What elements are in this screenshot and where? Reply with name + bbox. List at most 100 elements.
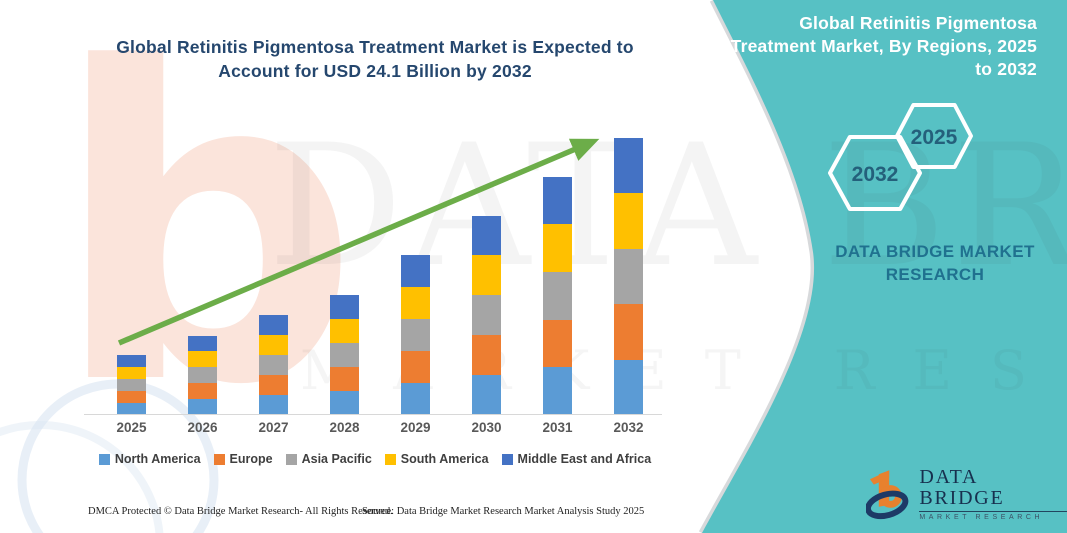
segment-2028	[330, 367, 359, 391]
segment-2032	[614, 193, 643, 249]
segment-2032	[614, 304, 643, 360]
segment-2027	[259, 315, 288, 335]
x-tick-2031: 2031	[542, 420, 573, 435]
segment-2026	[188, 351, 217, 368]
segment-2032	[614, 248, 643, 304]
dmca-text: DMCA Protected © Data Bridge Market Rese…	[88, 506, 393, 517]
hexagon-2032	[828, 135, 922, 211]
segment-2031	[543, 224, 572, 272]
bar-slot	[238, 127, 309, 415]
legend-label: Middle East and Africa	[517, 452, 652, 466]
segment-2026	[188, 383, 217, 400]
segment-2029	[401, 255, 430, 287]
segment-2029	[401, 319, 430, 351]
x-tick-2026: 2026	[187, 420, 218, 435]
logo-name: DATA BRIDGE	[919, 466, 1005, 509]
bar-slot	[522, 127, 593, 415]
brand-line2: RESEARCH	[885, 264, 985, 284]
x-tick-2028: 2028	[329, 420, 360, 435]
x-tick-2027: 2027	[258, 420, 289, 435]
segment-2027	[259, 395, 288, 415]
segment-2030	[472, 215, 501, 256]
hexagon-2032-label: 2032	[852, 163, 899, 186]
segment-2032	[614, 359, 643, 415]
bar-slot	[309, 127, 380, 415]
segment-2027	[259, 335, 288, 355]
segment-2030	[472, 335, 501, 376]
source-text: Source: Data Bridge Market Research Mark…	[362, 506, 645, 517]
data-bridge-logo: DATA BRIDGE MARKET RESEARCH	[866, 466, 1067, 522]
panel-title: Global Retinitis Pigmentosa Treatment Ma…	[730, 13, 1037, 80]
segment-2029	[401, 287, 430, 319]
chart-title: Global Retinitis Pigmentosa Treatment Ma…	[116, 37, 634, 81]
logo-divider	[919, 511, 1067, 512]
segment-2029	[401, 351, 430, 383]
hexagon-2025-label: 2025	[911, 126, 958, 149]
legend-item: Europe	[213, 452, 273, 466]
hexagon-2025	[895, 103, 973, 169]
segment-2031	[543, 319, 572, 368]
brand-text: DATA BRIDGE MARKET RESEARCH	[805, 241, 1065, 287]
segment-2025	[117, 355, 146, 367]
legend-label: Asia Pacific	[301, 452, 372, 466]
year-hexagons: 2032 2025	[828, 103, 973, 211]
segment-2027	[259, 375, 288, 395]
segment-2025	[117, 403, 146, 415]
x-tick-2029: 2029	[400, 420, 431, 435]
logo-subtitle: MARKET RESEARCH	[919, 514, 1044, 521]
segment-2029	[401, 383, 430, 415]
bar-slot	[451, 127, 522, 415]
legend-item: South America	[384, 452, 489, 466]
bar-slot	[167, 127, 238, 415]
panel-shape	[702, 0, 1067, 533]
legend-label: Europe	[229, 452, 273, 466]
segment-2026	[188, 399, 217, 415]
bar-slot	[96, 127, 167, 415]
segment-2030	[472, 375, 501, 415]
legend-item: Middle East and Africa	[501, 452, 652, 466]
segment-2028	[330, 295, 359, 319]
brand-line1: DATA BRIDGE MARKET	[835, 242, 1035, 261]
legend-swatch	[384, 453, 396, 465]
legend-swatch	[501, 453, 513, 465]
segment-2026	[188, 335, 217, 352]
segment-2025	[117, 379, 146, 391]
stacked-bar-2028	[330, 295, 359, 415]
segment-2025	[117, 391, 146, 403]
x-tick-2025: 2025	[116, 420, 147, 435]
legend-swatch	[285, 453, 297, 465]
legend: North America Europe Asia Pacific South Ame…	[85, 452, 665, 466]
stacked-bar-2025	[117, 355, 146, 415]
x-tick-2030: 2030	[471, 420, 502, 435]
legend-item: Asia Pacific	[285, 452, 372, 466]
segment-2025	[117, 367, 146, 379]
data-bridge-logo-icon	[866, 470, 909, 520]
stacked-bar-2027	[259, 315, 288, 415]
segment-2026	[188, 367, 217, 384]
stacked-bar-2032	[614, 137, 643, 415]
segment-2031	[543, 271, 572, 320]
segment-2032	[614, 137, 643, 193]
stacked-bar-2030	[472, 215, 501, 415]
segment-2028	[330, 343, 359, 367]
x-tick-2032: 2032	[613, 420, 644, 435]
legend-label: North America	[114, 452, 201, 466]
legend-item: North America	[98, 452, 201, 466]
stacked-bar-2026	[188, 335, 217, 415]
x-axis-labels: 2025 2026 2027 2028 2029 2030 2031 2032	[96, 420, 664, 435]
segment-2027	[259, 355, 288, 375]
bar-group	[96, 127, 664, 415]
bar-slot	[593, 127, 664, 415]
stacked-bar-2031	[543, 176, 572, 415]
stacked-bar-2029	[401, 255, 430, 415]
segment-2030	[472, 295, 501, 336]
x-axis-line	[84, 414, 662, 415]
legend-swatch	[98, 453, 110, 465]
segment-2031	[543, 367, 572, 415]
segment-2028	[330, 391, 359, 415]
bar-slot	[380, 127, 451, 415]
legend-swatch	[213, 453, 225, 465]
segment-2028	[330, 319, 359, 343]
